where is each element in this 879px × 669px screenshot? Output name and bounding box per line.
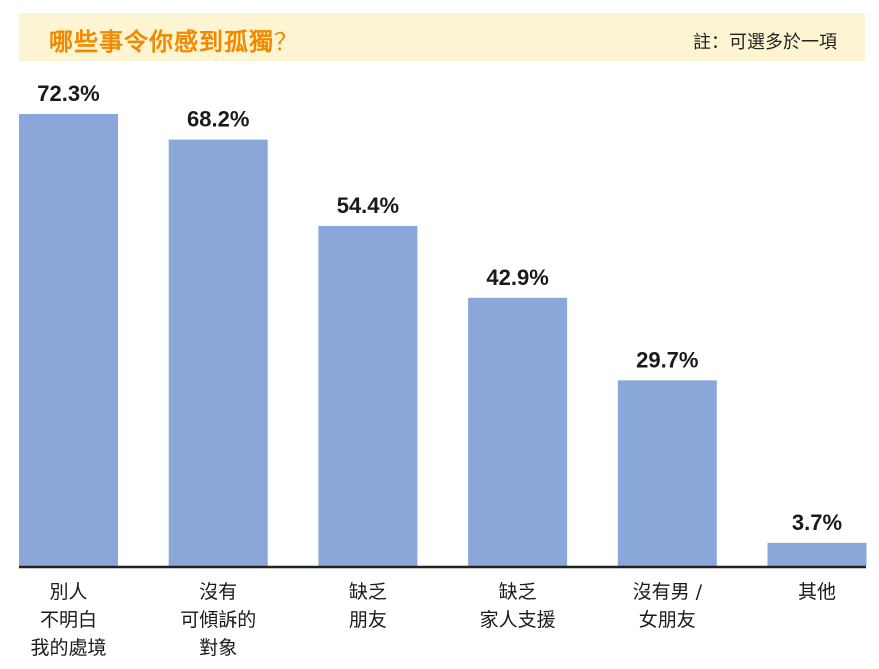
category-label-4-line-2: 家人支援 bbox=[480, 609, 556, 631]
chart-title: 哪些事令你感到孤獨？ bbox=[49, 22, 299, 57]
category-label-3-line-2: 朋友 bbox=[349, 609, 387, 631]
value-label-4: 42.9% bbox=[486, 265, 548, 290]
chart-title-question-mark: ？ bbox=[274, 28, 299, 56]
bar-4 bbox=[468, 297, 568, 566]
category-label-5-line-2: 女朋友 bbox=[639, 609, 696, 631]
chart-note: 註：可選多於一項 bbox=[693, 32, 837, 53]
category-label-1-line-2: 不明白 bbox=[40, 609, 97, 631]
category-label-1-line-3: 我的處境 bbox=[30, 637, 106, 659]
category-label-1-line-1: 別人 bbox=[49, 581, 87, 603]
bar-3 bbox=[318, 225, 418, 566]
category-label-2-line-2: 可傾訴的 bbox=[180, 609, 256, 631]
category-label-2-line-3: 對象 bbox=[199, 637, 237, 659]
bar-5 bbox=[617, 380, 717, 566]
value-label-3: 54.4% bbox=[337, 193, 399, 218]
value-label-6: 3.7% bbox=[792, 510, 842, 535]
chart-title-text: 哪些事令你感到孤獨 bbox=[49, 28, 274, 56]
bar-6 bbox=[767, 542, 867, 566]
category-label-6-line-1: 其他 bbox=[798, 581, 836, 603]
value-label-1: 72.3% bbox=[37, 81, 99, 106]
value-label-2: 68.2% bbox=[187, 107, 249, 132]
bar-1 bbox=[19, 114, 118, 566]
value-label-5: 29.7% bbox=[636, 347, 698, 372]
category-label-5-line-1: 沒有男 / bbox=[633, 581, 703, 603]
category-label-3-line-1: 缺乏 bbox=[349, 581, 387, 603]
bar-2 bbox=[168, 139, 268, 567]
category-label-2-line-1: 沒有 bbox=[199, 581, 237, 603]
chart-header: 哪些事令你感到孤獨？ 註：可選多於一項 bbox=[19, 13, 865, 61]
category-label-4-line-1: 缺乏 bbox=[499, 581, 537, 603]
